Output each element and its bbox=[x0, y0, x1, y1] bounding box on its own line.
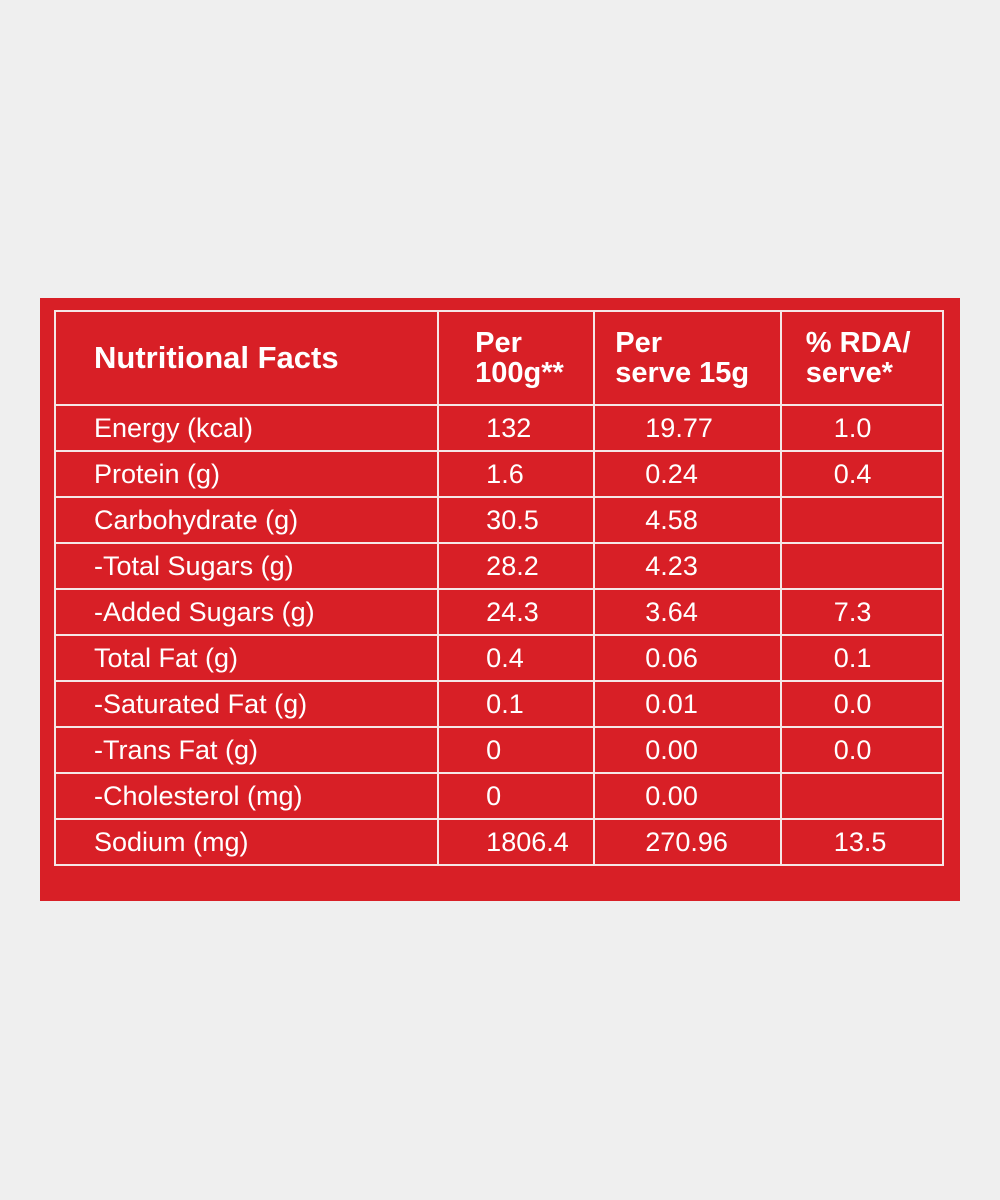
nutrient-name: Total Fat (g) bbox=[53, 634, 440, 682]
header-per-serve-line1: Per bbox=[615, 327, 663, 359]
value-per-100g: 28.2 bbox=[437, 542, 596, 590]
header-rda-line2: serve* bbox=[805, 357, 893, 389]
header-per-100g-line1: Per bbox=[475, 327, 522, 359]
table-row: Carbohydrate (g) 30.5 4.58 bbox=[53, 496, 945, 544]
header-nutritional-facts: Nutritional Facts bbox=[53, 310, 440, 406]
table-row: -Saturated Fat (g) 0.1 0.01 0.0 bbox=[53, 680, 945, 728]
value-rda bbox=[779, 542, 945, 590]
value-per-100g: 0 bbox=[437, 726, 596, 774]
nutrient-name: Energy (kcal) bbox=[53, 404, 440, 452]
value-per-serve: 0.06 bbox=[593, 634, 782, 682]
table-row: -Added Sugars (g) 24.3 3.64 7.3 bbox=[53, 588, 945, 636]
table-row: -Cholesterol (mg) 0 0.00 bbox=[53, 772, 945, 820]
value-per-serve: 4.58 bbox=[593, 496, 782, 544]
table-header-row: Nutritional Facts Per 100g** Per serve 1… bbox=[53, 310, 945, 406]
nutrient-name: Carbohydrate (g) bbox=[53, 496, 440, 544]
nutrient-name: Protein (g) bbox=[53, 450, 440, 498]
value-rda: 7.3 bbox=[779, 588, 945, 636]
header-rda: % RDA/ serve* bbox=[779, 310, 945, 406]
header-rda-line1: % RDA/ bbox=[805, 327, 911, 359]
nutrient-name: Sodium (mg) bbox=[53, 818, 440, 866]
nutrient-name: -Cholesterol (mg) bbox=[53, 772, 440, 820]
value-per-100g: 1806.4 bbox=[437, 818, 596, 866]
value-rda: 0.0 bbox=[779, 680, 945, 728]
nutrition-facts-table: Nutritional Facts Per 100g** Per serve 1… bbox=[53, 310, 945, 866]
value-rda bbox=[779, 496, 945, 544]
table-row: Protein (g) 1.6 0.24 0.4 bbox=[53, 450, 945, 498]
nutrition-label-panel: Nutritional Facts Per 100g** Per serve 1… bbox=[40, 298, 960, 901]
value-rda: 0.4 bbox=[779, 450, 945, 498]
header-per-serve-line2: serve 15g bbox=[615, 357, 750, 389]
value-per-serve: 0.00 bbox=[593, 772, 782, 820]
value-rda: 1.0 bbox=[779, 404, 945, 452]
value-per-100g: 0.4 bbox=[437, 634, 596, 682]
value-per-serve: 0.01 bbox=[593, 680, 782, 728]
value-per-serve: 3.64 bbox=[593, 588, 782, 636]
value-per-100g: 0.1 bbox=[437, 680, 596, 728]
table-row: Sodium (mg) 1806.4 270.96 13.5 bbox=[53, 818, 945, 866]
value-per-serve: 0.00 bbox=[593, 726, 782, 774]
value-rda: 0.0 bbox=[779, 726, 945, 774]
value-per-100g: 30.5 bbox=[437, 496, 596, 544]
value-per-serve: 19.77 bbox=[593, 404, 782, 452]
value-rda: 0.1 bbox=[779, 634, 945, 682]
value-per-serve: 270.96 bbox=[593, 818, 782, 866]
value-per-100g: 1.6 bbox=[437, 450, 596, 498]
nutrient-name: -Added Sugars (g) bbox=[53, 588, 440, 636]
table-row: Energy (kcal) 132 19.77 1.0 bbox=[53, 404, 945, 452]
table-row: Total Fat (g) 0.4 0.06 0.1 bbox=[53, 634, 945, 682]
value-per-serve: 0.24 bbox=[593, 450, 782, 498]
value-per-100g: 0 bbox=[437, 772, 596, 820]
nutrient-name: -Trans Fat (g) bbox=[53, 726, 440, 774]
value-per-serve: 4.23 bbox=[593, 542, 782, 590]
value-rda bbox=[779, 772, 945, 820]
table-row: -Total Sugars (g) 28.2 4.23 bbox=[53, 542, 945, 590]
nutrient-name: -Total Sugars (g) bbox=[53, 542, 440, 590]
value-per-100g: 24.3 bbox=[437, 588, 596, 636]
header-per-serve: Per serve 15g bbox=[593, 310, 782, 406]
header-per-100g: Per 100g** bbox=[437, 310, 596, 406]
nutrient-name: -Saturated Fat (g) bbox=[53, 680, 440, 728]
value-rda: 13.5 bbox=[779, 818, 945, 866]
value-per-100g: 132 bbox=[437, 404, 596, 452]
table-row: -Trans Fat (g) 0 0.00 0.0 bbox=[53, 726, 945, 774]
header-per-100g-line2: 100g** bbox=[475, 357, 564, 389]
